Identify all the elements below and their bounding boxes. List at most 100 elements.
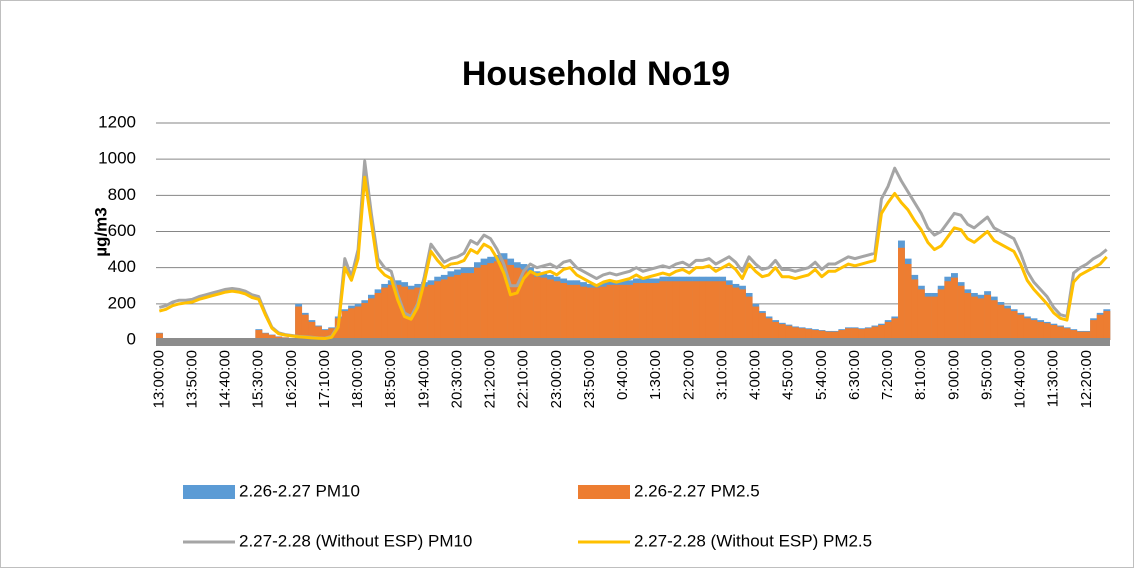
bar [513, 267, 521, 340]
bar [884, 321, 892, 340]
bar [838, 330, 846, 340]
x-tick-label: 9:00:00 [945, 350, 962, 400]
bar [990, 300, 998, 340]
bar [917, 289, 925, 340]
bar [566, 284, 574, 340]
bar [977, 298, 985, 340]
x-tick-label: 1:30:00 [647, 350, 664, 400]
legend: 2.26-2.27 PM10 2.26-2.27 PM2.5 2.27-2.28 (… [183, 481, 872, 550]
bar [546, 279, 554, 340]
bar [851, 328, 859, 340]
bar [931, 296, 939, 340]
x-tick-label: 3:10:00 [713, 350, 730, 400]
bar [639, 283, 647, 340]
bar [1103, 311, 1111, 340]
grid: 0 200 400 600 800 1000 1200 13:00:00 13:50:00 14:… [98, 112, 1110, 408]
y-tick-label: 1000 [98, 149, 136, 168]
bar [606, 284, 614, 340]
legend-label: 2.26-2.27 PM10 [239, 481, 360, 500]
x-tick-label: 10:40:00 [1012, 350, 1029, 408]
bar [672, 281, 680, 340]
bar [937, 289, 945, 340]
bar [374, 292, 382, 340]
bar [354, 306, 362, 340]
bar [792, 327, 799, 340]
bar [255, 330, 263, 340]
x-tick-label: 18:50:00 [382, 350, 399, 408]
bar [480, 264, 488, 340]
x-tick-label: 17:10:00 [316, 350, 333, 408]
bar [765, 318, 773, 340]
bar [295, 306, 303, 340]
bar [666, 281, 674, 340]
bar [341, 311, 349, 340]
bar [659, 281, 667, 340]
bar [520, 269, 528, 340]
x-tick-label: 18:00:00 [349, 350, 366, 408]
bar [301, 314, 309, 340]
bar [421, 286, 428, 340]
bar [414, 287, 422, 340]
legend-label: 2.27-2.28 (Without ESP) PM2.5 [634, 531, 872, 550]
x-tick-label: 19:40:00 [415, 350, 432, 408]
bar [1050, 324, 1058, 340]
bar [944, 281, 952, 340]
legend-label: 2.27-2.28 (Without ESP) PM10 [239, 531, 472, 550]
bar [467, 273, 475, 340]
bar [904, 264, 912, 340]
chart-title: Household No19 [462, 55, 730, 93]
bar [1004, 308, 1011, 340]
bar [593, 287, 601, 340]
bar [474, 267, 481, 340]
bar [745, 296, 753, 340]
bar [732, 287, 740, 340]
bar [394, 284, 402, 340]
x-tick-label: 4:50:00 [780, 350, 797, 400]
bar [573, 284, 581, 340]
bar [686, 281, 693, 340]
bar [381, 287, 389, 340]
bar [507, 264, 515, 340]
bar [527, 273, 534, 340]
bar [805, 329, 813, 340]
bar [268, 334, 276, 340]
x-tick-label: 12:20:00 [1078, 350, 1095, 408]
bar [315, 326, 322, 340]
bar [1043, 323, 1051, 340]
bar [553, 281, 561, 340]
bar [772, 321, 780, 340]
y-tick-label: 200 [108, 293, 136, 312]
bar [626, 284, 634, 340]
x-tick-label: 4:00:00 [747, 350, 764, 400]
x-tick-label: 13:00:00 [150, 350, 167, 408]
x-tick-label: 21:20:00 [482, 350, 499, 408]
x-tick-label: 9:50:00 [978, 350, 995, 400]
bar [308, 321, 316, 340]
bar [825, 331, 833, 340]
bar [540, 277, 548, 340]
bar [1057, 326, 1064, 340]
bar [580, 286, 587, 340]
bar [321, 330, 329, 340]
bar [1083, 331, 1091, 340]
x-tick-label: 7:20:00 [879, 350, 896, 400]
bar [811, 330, 819, 340]
bar [891, 318, 899, 340]
bar [348, 308, 356, 340]
x-tick-label: 0:40:00 [614, 350, 631, 400]
x-tick-label: 8:10:00 [912, 350, 929, 400]
y-tick-label: 600 [108, 221, 136, 240]
y-tick-label: 400 [108, 257, 136, 276]
bar [845, 328, 852, 340]
bar [599, 286, 607, 340]
y-tick-label: 1200 [98, 112, 136, 131]
bar [1010, 311, 1018, 340]
x-tick-label: 22:10:00 [515, 350, 532, 408]
bar [533, 276, 541, 340]
bar [712, 281, 720, 340]
x-tick-label: 11:30:00 [1045, 350, 1062, 407]
bar [818, 330, 826, 340]
line [158, 175, 1108, 341]
bar [262, 333, 269, 340]
legend-swatch [578, 485, 630, 499]
